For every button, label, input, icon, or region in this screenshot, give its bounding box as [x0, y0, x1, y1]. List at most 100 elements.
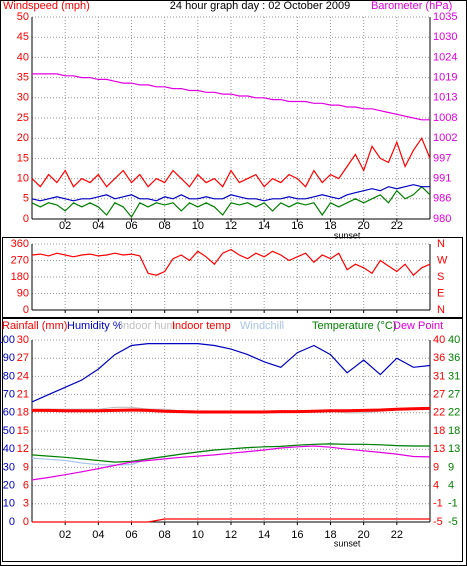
y-tick-label: 36: [448, 352, 460, 364]
y-tick-label: 1035: [433, 11, 457, 23]
x-tick-label: 14: [258, 529, 270, 541]
series-line: [32, 406, 431, 414]
y-tick-label: N: [437, 238, 445, 250]
series-line: [31, 443, 430, 463]
legend-entry: Dew Point: [393, 320, 443, 332]
panel-frame: [2, 318, 463, 562]
y-tick-label: 10: [17, 173, 29, 185]
series-line: [31, 136, 431, 188]
x-tick-label: 08: [159, 220, 171, 232]
series-line: [31, 343, 431, 403]
y-tick-label: 18: [17, 407, 29, 419]
y-tick-label: 31: [433, 370, 445, 382]
y-tick-label: 180: [11, 271, 29, 283]
y-tick-label: 40: [448, 334, 460, 346]
y-tick-label: 3: [23, 498, 29, 510]
x-tick-label: 20: [358, 529, 370, 541]
y-tick-label: 270: [11, 254, 29, 266]
y-tick-label: 60: [3, 407, 15, 419]
y-tick-label: 27: [17, 352, 29, 364]
series-line: [32, 73, 430, 121]
legend-entry: Temperature (°C): [312, 320, 396, 332]
series-line: [31, 248, 431, 277]
x-tick-label: 18: [324, 220, 336, 232]
annotation: sunset: [334, 538, 361, 548]
y-tick-label: 40: [433, 334, 445, 346]
y-tick-label: 22: [433, 407, 445, 419]
y-tick-label: 13: [448, 443, 460, 455]
y-tick-label: N: [437, 304, 445, 316]
y-axis-title: Windspeed (mph): [3, 0, 90, 12]
x-tick-label: 04: [92, 529, 104, 541]
y-tick-label: 5: [23, 193, 29, 205]
x-tick-label: 20: [358, 220, 370, 232]
y-tick-label: 30: [17, 92, 29, 104]
y2-axis-title: Barometer (hPa): [371, 0, 452, 12]
legend-entry: Windchill: [240, 320, 284, 332]
legend-entry: Indoor hum: [120, 320, 176, 332]
y-tick-label: 50: [17, 11, 29, 23]
y-tick-label: 21: [17, 389, 29, 401]
y-tick-label: 6: [23, 480, 29, 492]
x-tick-label: 10: [192, 220, 204, 232]
x-tick-label: 22: [391, 529, 403, 541]
y-tick-label: 0: [23, 213, 29, 225]
y-tick-label: 31: [448, 370, 460, 382]
y-tick-label: 0: [9, 516, 15, 528]
y-tick-label: -5: [448, 516, 458, 528]
annotation: sunset: [334, 230, 361, 240]
y-tick-label: 9: [433, 461, 439, 473]
x-tick-label: 16: [291, 529, 303, 541]
x-tick-label: 06: [125, 529, 137, 541]
y-tick-label: 9: [23, 461, 29, 473]
y-tick-label: 1019: [433, 72, 457, 84]
y-tick-label: 22: [448, 407, 460, 419]
y-tick-label: 15: [17, 152, 29, 164]
y-tick-label: 80: [3, 370, 15, 382]
y-tick-label: 4: [433, 480, 439, 492]
y-tick-label: 15: [17, 425, 29, 437]
y-tick-label: 1030: [433, 31, 457, 43]
y-tick-label: W: [437, 254, 448, 266]
y-tick-label: 18: [448, 425, 460, 437]
series-line: [31, 185, 431, 219]
y-tick-label: 50: [3, 425, 15, 437]
y-tick-label: 40: [17, 51, 29, 63]
x-tick-label: 16: [291, 220, 303, 232]
y-tick-label: 0: [23, 304, 29, 316]
y-tick-label: 30: [17, 334, 29, 346]
y-tick-label: 20: [3, 480, 15, 492]
y-tick-label: 1013: [433, 92, 457, 104]
y-tick-label: 20: [17, 132, 29, 144]
y-tick-label: -1: [433, 498, 443, 510]
legend-entry: Rainfall (mm): [2, 320, 67, 332]
y-tick-label: 30: [3, 461, 15, 473]
y-tick-label: -5: [433, 516, 443, 528]
y-tick-label: 1024: [433, 51, 457, 63]
y-tick-label: 13: [433, 443, 445, 455]
y-tick-label: 36: [433, 352, 445, 364]
y-tick-label: 997: [433, 152, 451, 164]
y-tick-label: 70: [3, 389, 15, 401]
y-tick-label: 18: [433, 425, 445, 437]
x-tick-label: 08: [159, 529, 171, 541]
y-tick-label: -1: [448, 498, 458, 510]
y-tick-label: 360: [11, 238, 29, 250]
chart-title: 24 hour graph day : 02 October 2009: [170, 0, 350, 12]
y-tick-label: 90: [3, 352, 15, 364]
x-tick-label: 14: [258, 220, 270, 232]
y-tick-label: 35: [17, 72, 29, 84]
y-tick-label: 986: [433, 193, 451, 205]
x-tick-label: 02: [59, 529, 71, 541]
y-tick-label: 991: [433, 173, 451, 185]
legend-entry: Humidity %: [67, 320, 123, 332]
y-tick-label: 24: [17, 370, 29, 382]
y-tick-label: 27: [433, 389, 445, 401]
y-tick-label: 9: [448, 461, 454, 473]
y-tick-label: 12: [17, 443, 29, 455]
x-tick-label: 12: [225, 220, 237, 232]
y-tick-label: 90: [17, 287, 29, 299]
x-tick-label: 06: [125, 220, 137, 232]
x-tick-label: 04: [92, 220, 104, 232]
